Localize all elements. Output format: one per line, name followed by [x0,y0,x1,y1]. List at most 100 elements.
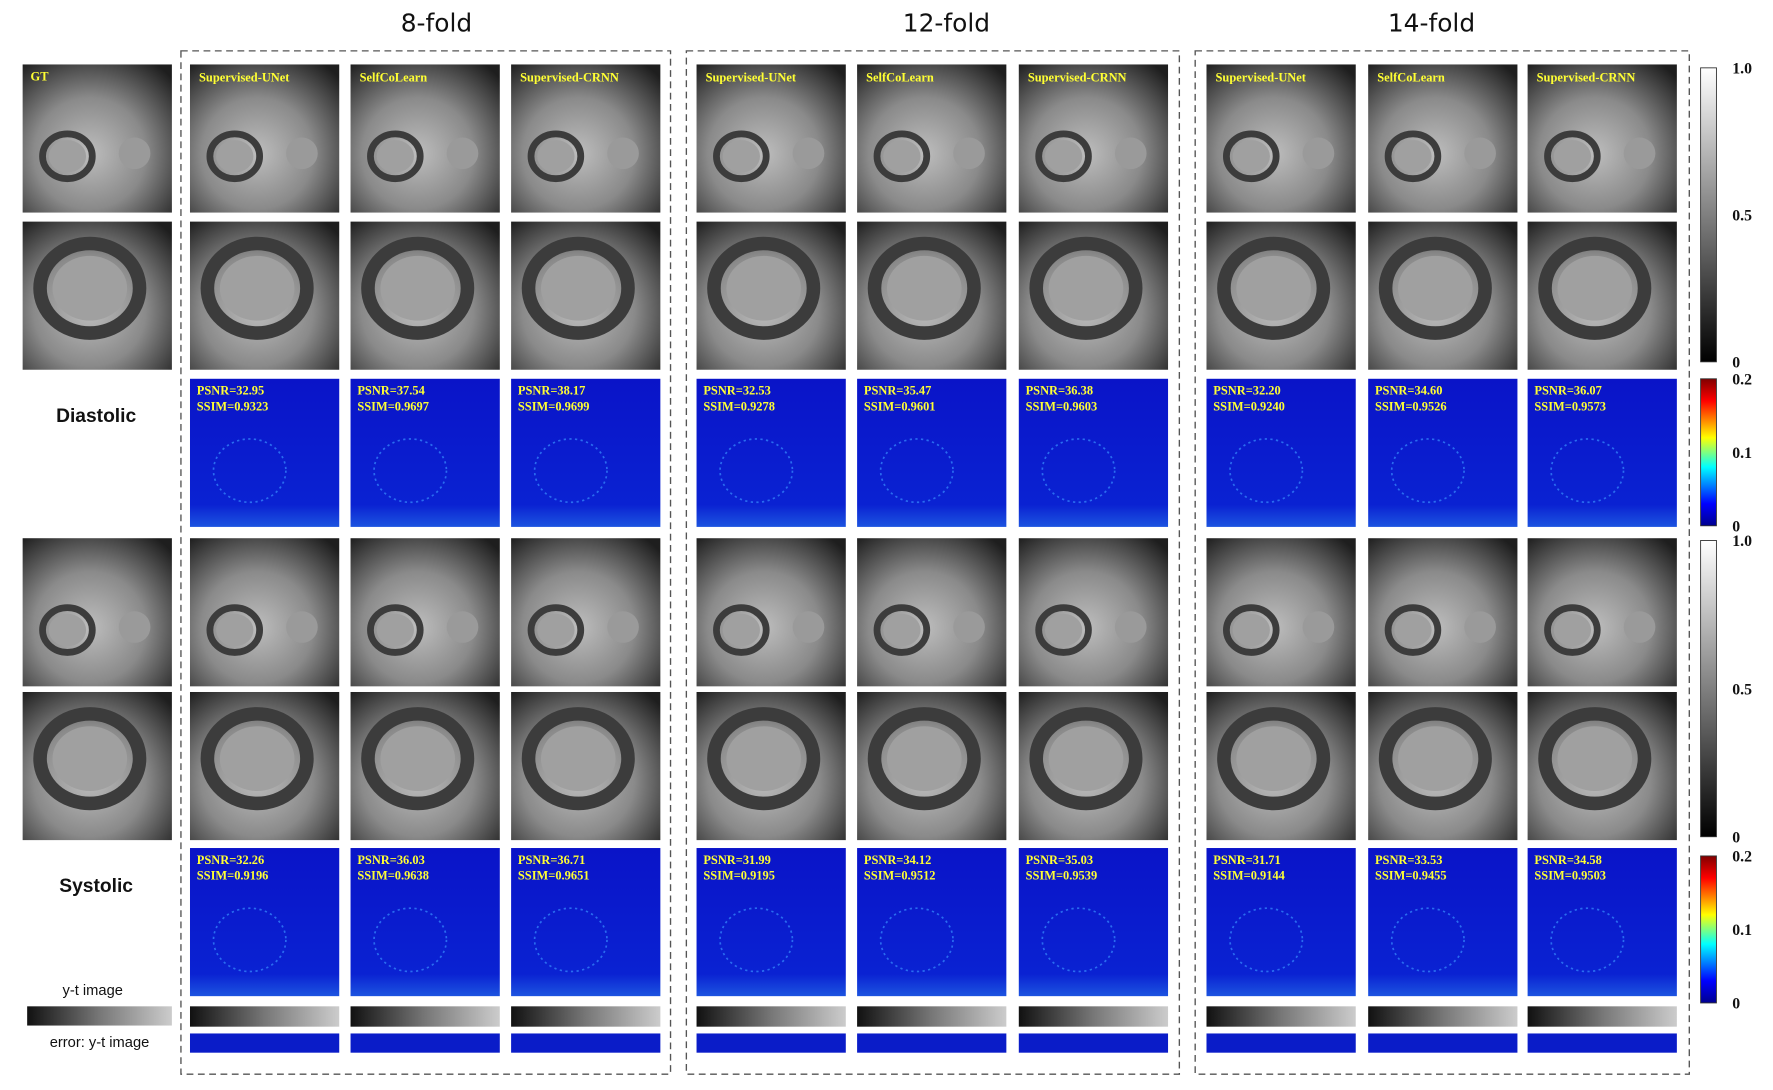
heart-wall [867,707,981,811]
yt-error [1206,1033,1356,1053]
yt-image [189,1006,340,1027]
heart-wall [1538,236,1652,340]
colorbar-tick: 1.0 [1732,60,1752,77]
heart-cavity [1394,140,1432,173]
vessel [118,611,151,643]
vessel [1464,137,1496,170]
group-frames [180,50,1690,1075]
metric: PSNR=38.17 [518,384,585,398]
mri-image [696,538,846,687]
metric: SSIM=0.9697 [357,399,429,413]
heart-wall [867,236,981,340]
row-label: y-t image [63,983,123,999]
error-ring [373,438,448,504]
metric: SSIM=0.9323 [197,399,269,413]
heart-wall [367,130,424,183]
mri-image [350,538,500,687]
heart-cavity [1557,726,1633,791]
yt-image [857,1006,1007,1027]
error-ring [533,438,608,504]
method-label: Supervised-CRNN [520,70,619,84]
colorbar-tick: 0 [1732,829,1740,846]
heart-wall [1384,604,1442,656]
heart-wall [1222,604,1280,656]
metric: PSNR=36.03 [357,853,424,867]
yt-error [511,1033,661,1053]
mri-image [189,538,340,687]
heart-wall [1222,130,1280,183]
metric: PSNR=34.58 [1534,853,1601,867]
error-map [1527,848,1677,997]
yt-error [1018,1033,1169,1053]
heart-cavity [48,140,87,173]
mri-image [1206,538,1356,687]
heart-cavity [722,140,760,173]
error-map [1018,378,1169,527]
metric: SSIM=0.9601 [864,399,936,413]
error-ring [1390,907,1465,973]
heart-wall [33,707,147,811]
vessel [953,137,985,170]
heart-wall [1029,707,1143,811]
heart-cavity [219,726,295,791]
heart-wall [713,130,770,183]
error-map [511,848,661,997]
heart-cavity [540,726,616,791]
row-label: error: y-t image [50,1035,150,1051]
metric: PSNR=33.53 [1375,853,1442,867]
vessel [1302,137,1335,170]
mri-image [511,64,661,213]
vessel [953,611,985,643]
heart-wall [527,130,585,183]
error-ring [1550,438,1625,504]
error-map [1368,378,1518,527]
metric: SSIM=0.9278 [703,399,775,413]
row-label: Systolic [59,876,133,897]
metric: SSIM=0.9512 [864,869,936,883]
yt-image [696,1006,846,1027]
heart-wall [1035,604,1092,656]
metric: SSIM=0.9144 [1213,869,1285,883]
heart-wall [200,236,314,340]
metric: SSIM=0.9196 [197,869,269,883]
metric: PSNR=35.03 [1026,853,1093,867]
error-ring [1229,438,1304,504]
group-title: 12-fold [903,9,990,38]
error-ring [879,438,954,504]
metric: PSNR=32.95 [197,384,264,398]
error-map [350,378,500,527]
metric: PSNR=36.71 [518,853,585,867]
mri-image [1368,538,1518,687]
metric: SSIM=0.9603 [1026,399,1098,413]
heart-wall [39,130,96,183]
colorbar [1700,67,1717,363]
metric: PSNR=36.07 [1534,384,1601,398]
heart-wall [206,604,264,656]
yt-error [1527,1033,1677,1053]
mri-image [511,538,661,687]
error-ring [1550,907,1625,973]
method-label: Supervised-UNet [706,70,797,84]
vessel [1623,137,1656,170]
vessel [607,611,639,643]
error-ring [1390,438,1465,504]
colorbar-tick: 0.1 [1732,922,1752,939]
gt-label: GT [31,69,50,83]
error-map [511,378,661,527]
method-label: Supervised-CRNN [1537,70,1636,84]
mri-image [22,64,172,213]
heart-cavity [1232,140,1270,173]
heart-wall [1538,707,1652,811]
heart-wall [206,130,264,183]
error-ring [1229,907,1304,973]
heart-cavity [886,255,962,321]
error-map [350,848,500,997]
heart-wall [39,604,96,656]
method-label: Supervised-UNet [1216,70,1307,84]
error-map [1206,848,1356,997]
heart-cavity [540,255,616,321]
method-label: SelfCoLearn [360,70,428,84]
heart-wall [1378,236,1492,340]
